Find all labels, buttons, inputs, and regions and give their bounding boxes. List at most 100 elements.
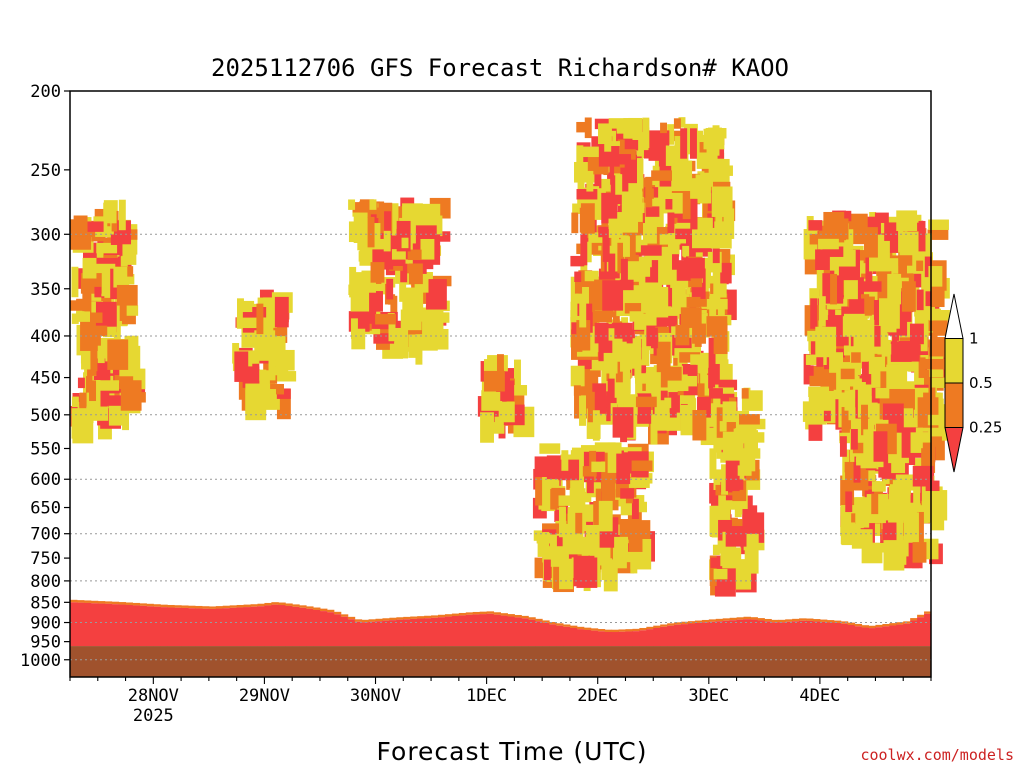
- ri-cell-bl: [854, 626, 863, 647]
- ri-cell: [648, 310, 656, 332]
- ri-cell: [94, 286, 102, 298]
- ri-cell: [549, 534, 557, 556]
- ri-cell-bl: [278, 605, 286, 647]
- ri-cell: [369, 291, 383, 312]
- ri-cell: [601, 559, 616, 581]
- ri-cell: [426, 279, 447, 310]
- ri-cell: [351, 328, 366, 350]
- ri-cell: [349, 266, 357, 298]
- ri-cell-bl: [924, 613, 932, 647]
- ri-cell: [428, 312, 450, 323]
- ri-cell-bl: [889, 625, 897, 647]
- ri-cell-bl: [729, 620, 738, 647]
- ri-cell-bl: [611, 632, 620, 647]
- ri-cell-bl-edge: [896, 622, 904, 625]
- ri-cell-bl-edge: [340, 614, 349, 617]
- ri-cell: [873, 431, 888, 462]
- ri-cell: [586, 472, 594, 494]
- ri-cell: [856, 277, 864, 308]
- ri-cell: [635, 396, 657, 408]
- ri-cell: [535, 475, 543, 506]
- ri-cell: [580, 234, 588, 266]
- ri-cell: [918, 220, 926, 252]
- ri-cell: [667, 124, 675, 145]
- ri-cell: [95, 301, 117, 333]
- ri-cell-bl: [333, 614, 342, 647]
- ri-cell: [550, 488, 558, 510]
- ri-cell: [651, 170, 672, 181]
- ri-cell: [915, 432, 930, 443]
- ri-cell: [681, 363, 696, 375]
- ri-cell: [861, 341, 869, 362]
- ri-cell: [576, 121, 591, 133]
- ri-cell-bl-edge: [438, 614, 446, 618]
- x-tick-sublabel: 2025: [133, 706, 174, 726]
- ri-cell: [823, 211, 845, 243]
- ri-cell: [77, 377, 85, 389]
- ri-cell-bl-edge: [576, 626, 585, 630]
- ri-cell-bl: [194, 608, 203, 647]
- ri-cell: [616, 453, 631, 485]
- ri-cell-bl: [569, 627, 578, 647]
- ri-cell: [916, 260, 924, 272]
- ri-cell: [102, 326, 117, 338]
- ri-cell-bl-edge: [667, 623, 675, 626]
- y-tick-label: 850: [30, 593, 61, 613]
- ri-cell-bl: [250, 606, 258, 647]
- ri-cell-bl-edge: [722, 618, 731, 621]
- ri-cell-bl: [493, 614, 501, 647]
- ri-cell-bl: [444, 616, 453, 647]
- ri-cell: [611, 322, 633, 344]
- ri-cell: [400, 197, 415, 209]
- ri-cell: [682, 245, 690, 257]
- ri-cell: [602, 280, 624, 311]
- ri-cell: [650, 327, 658, 349]
- ri-cell: [113, 266, 128, 288]
- ri-cell: [655, 326, 670, 338]
- ri-cell-bl-edge: [236, 604, 245, 608]
- ri-cell: [927, 414, 949, 426]
- ri-cell: [670, 308, 685, 319]
- ri-cell-bl-edge: [569, 625, 578, 628]
- ri-cell-bl: [417, 618, 425, 647]
- y-tick-label: 500: [30, 406, 61, 426]
- ri-cell-bl-edge: [278, 602, 286, 606]
- ri-cell: [348, 199, 356, 210]
- ri-cell-bl-edge: [736, 617, 745, 620]
- ri-cell-bl-edge: [868, 625, 876, 629]
- ri-cell: [82, 257, 97, 279]
- ri-cell: [822, 246, 844, 257]
- ri-cell: [658, 254, 672, 285]
- ri-cell: [651, 260, 659, 281]
- ri-cell-bl: [97, 603, 106, 647]
- y-tick-label: 1000: [20, 651, 61, 671]
- ri-cell-bl: [382, 620, 390, 647]
- ri-cell: [846, 239, 853, 250]
- ri-cell-bl: [299, 607, 307, 647]
- ri-cell-bl-edge: [833, 620, 842, 623]
- ri-cell: [113, 313, 121, 344]
- ri-cell: [928, 387, 936, 398]
- ri-cell: [107, 395, 129, 406]
- ri-cell: [86, 392, 94, 424]
- ri-cell: [650, 369, 658, 400]
- ri-cell: [912, 542, 927, 563]
- ri-cell: [615, 361, 623, 383]
- ri-cell: [926, 490, 948, 521]
- ri-cell: [739, 414, 760, 425]
- ri-cell: [650, 414, 658, 445]
- ri-cell: [610, 154, 632, 165]
- ri-cell: [680, 346, 702, 358]
- ri-cell-bl-edge: [181, 605, 189, 608]
- ri-cell: [614, 536, 629, 558]
- ri-cell: [619, 518, 641, 540]
- ri-cell-bl: [715, 621, 724, 647]
- ri-cell: [117, 305, 139, 316]
- ri-cell: [73, 215, 88, 237]
- ri-cell-bl-edge: [701, 619, 710, 623]
- ri-cell: [887, 273, 902, 305]
- ri-cell-bl: [431, 617, 439, 647]
- ri-cell: [680, 128, 688, 159]
- ri-cell: [86, 325, 108, 337]
